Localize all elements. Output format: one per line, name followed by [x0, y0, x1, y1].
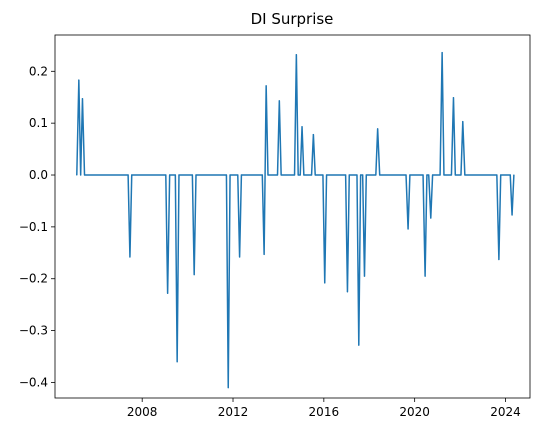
data-point	[443, 174, 445, 176]
data-point	[193, 273, 195, 276]
data-point	[500, 174, 502, 176]
data-point	[127, 174, 129, 176]
x-tick-label: 2008	[127, 405, 158, 419]
data-point	[498, 258, 500, 261]
data-point	[405, 174, 407, 176]
data-point	[325, 174, 328, 176]
x-tick-label: 2012	[218, 405, 249, 419]
data-point	[454, 174, 456, 176]
x-tick-label: 2024	[490, 405, 521, 419]
data-point	[278, 100, 280, 102]
y-tick-label: −0.2	[19, 272, 48, 286]
data-point	[365, 174, 367, 176]
data-point	[178, 174, 180, 176]
data-point	[431, 174, 434, 176]
data-point	[76, 174, 78, 176]
x-axis: 2008 2012 2016 2020 2024	[127, 398, 521, 419]
data-point	[301, 126, 303, 128]
data-point	[227, 387, 229, 389]
data-point	[496, 174, 498, 176]
data-point	[80, 174, 82, 176]
y-tick-label: −0.1	[19, 220, 48, 234]
data-point	[293, 174, 296, 176]
data-point	[229, 174, 231, 176]
data-point	[169, 174, 171, 176]
data-point	[363, 275, 366, 277]
data-point	[261, 174, 263, 176]
data-point	[464, 174, 466, 176]
data-point	[239, 256, 241, 258]
data-point	[299, 174, 301, 176]
y-tick-label: −0.4	[19, 375, 48, 389]
series-line	[76, 51, 515, 389]
data-point	[409, 174, 411, 176]
data-point	[428, 174, 430, 176]
chart-title: DI Surprise	[251, 10, 334, 28]
data-point	[426, 174, 428, 176]
y-tick-label: −0.3	[19, 324, 48, 338]
data-point	[360, 174, 362, 176]
data-point	[362, 174, 364, 176]
y-tick-label: 0.0	[29, 168, 48, 182]
data-point	[240, 174, 243, 176]
data-point	[452, 97, 455, 99]
y-tick-label: 0.2	[29, 64, 48, 78]
data-point	[280, 174, 282, 176]
data-point	[513, 174, 515, 176]
data-point	[358, 344, 360, 346]
y-tick-label: 0.1	[29, 116, 48, 130]
data-point	[345, 174, 347, 176]
data-point	[176, 361, 178, 363]
data-point	[322, 174, 324, 176]
data-point	[379, 174, 381, 176]
data-point	[462, 121, 464, 123]
x-tick-label: 2020	[399, 405, 430, 419]
data-point	[314, 174, 316, 176]
data-point	[424, 275, 426, 277]
data-point	[310, 174, 313, 176]
data-point	[131, 174, 133, 176]
plot-frame	[54, 34, 531, 399]
data-point	[303, 174, 305, 176]
data-point	[129, 256, 131, 258]
x-tick-label: 2016	[309, 405, 340, 419]
data-point	[430, 217, 432, 219]
data-point	[165, 174, 167, 176]
data-point	[174, 174, 176, 176]
data-point	[225, 174, 228, 176]
data-point	[312, 133, 314, 136]
series-layer	[76, 51, 515, 389]
data-point	[237, 174, 239, 176]
data-point	[167, 292, 169, 294]
data-point	[295, 54, 297, 56]
data-point	[511, 214, 513, 216]
data-point	[460, 174, 462, 176]
data-point	[297, 174, 299, 176]
data-point	[450, 174, 453, 176]
data-point	[263, 253, 265, 255]
data-point	[375, 174, 377, 176]
data-point	[422, 174, 424, 176]
data-point	[377, 128, 379, 130]
data-point	[441, 52, 443, 54]
data-point	[83, 174, 86, 176]
data-point	[439, 174, 441, 176]
data-point	[276, 174, 279, 176]
data-point	[191, 174, 193, 176]
y-axis: 0.2 0.1 0.0 −0.1 −0.2 −0.3 −0.4	[19, 64, 55, 389]
data-point	[348, 174, 350, 176]
data-point	[195, 174, 197, 176]
data-point	[265, 85, 267, 87]
data-point	[267, 174, 269, 176]
data-point	[407, 228, 409, 230]
data-point	[509, 174, 511, 176]
data-point	[78, 79, 80, 81]
data-point	[356, 174, 358, 176]
data-point	[81, 98, 84, 100]
data-point	[324, 282, 326, 284]
data-point	[346, 291, 349, 293]
